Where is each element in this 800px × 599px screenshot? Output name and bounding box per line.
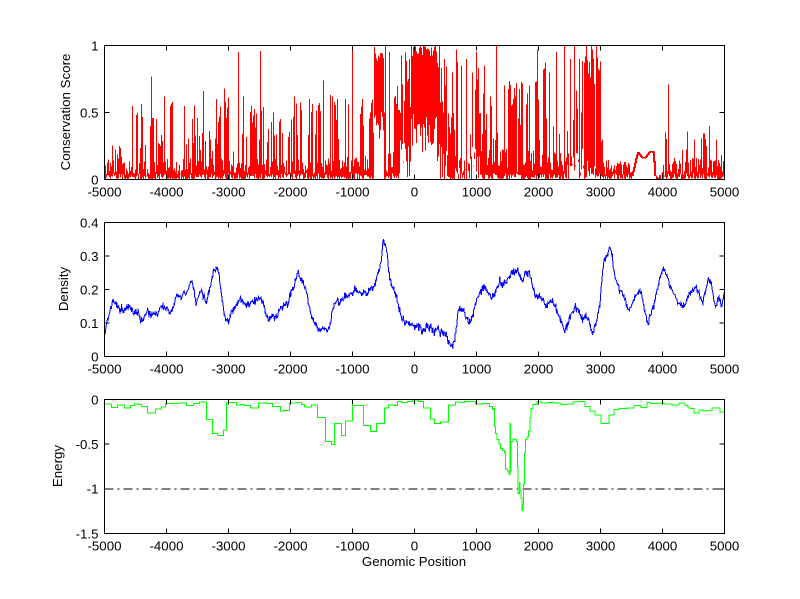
svg-text:-1000: -1000 xyxy=(335,185,369,200)
svg-text:-3000: -3000 xyxy=(211,362,245,377)
svg-text:-3000: -3000 xyxy=(211,185,245,200)
svg-text:0: 0 xyxy=(411,539,418,554)
svg-text:-5000: -5000 xyxy=(87,539,121,554)
svg-text:3000: 3000 xyxy=(586,185,616,200)
svg-text:4000: 4000 xyxy=(648,185,678,200)
svg-text:0.5: 0.5 xyxy=(80,105,99,120)
svg-text:-2000: -2000 xyxy=(273,362,307,377)
svg-text:0.2: 0.2 xyxy=(80,282,99,297)
svg-text:-4000: -4000 xyxy=(149,539,183,554)
svg-text:-1000: -1000 xyxy=(335,362,369,377)
svg-text:0: 0 xyxy=(91,392,98,407)
svg-text:0: 0 xyxy=(411,362,418,377)
svg-text:0: 0 xyxy=(411,185,418,200)
svg-text:-4000: -4000 xyxy=(149,185,183,200)
svg-text:2000: 2000 xyxy=(524,362,554,377)
svg-text:0: 0 xyxy=(91,349,98,364)
svg-text:-5000: -5000 xyxy=(87,362,121,377)
svg-text:4000: 4000 xyxy=(648,539,678,554)
svg-text:1000: 1000 xyxy=(462,539,492,554)
svg-text:Energy: Energy xyxy=(50,445,65,487)
svg-text:Conservation Score: Conservation Score xyxy=(58,54,73,171)
svg-text:3000: 3000 xyxy=(586,539,616,554)
svg-text:1000: 1000 xyxy=(462,362,492,377)
svg-text:Genomic Position: Genomic Position xyxy=(362,554,466,569)
svg-text:-3000: -3000 xyxy=(211,539,245,554)
svg-text:-5000: -5000 xyxy=(87,185,121,200)
svg-text:5000: 5000 xyxy=(710,539,740,554)
svg-text:5000: 5000 xyxy=(710,362,740,377)
svg-text:-1.5: -1.5 xyxy=(76,526,99,541)
svg-text:2000: 2000 xyxy=(524,185,554,200)
svg-text:3000: 3000 xyxy=(586,362,616,377)
svg-text:1000: 1000 xyxy=(462,185,492,200)
svg-text:2000: 2000 xyxy=(524,539,554,554)
svg-text:1: 1 xyxy=(91,38,98,53)
svg-text:5000: 5000 xyxy=(710,185,740,200)
svg-text:0.1: 0.1 xyxy=(80,316,99,331)
svg-text:-2000: -2000 xyxy=(273,185,307,200)
svg-text:0: 0 xyxy=(91,172,98,187)
svg-text:-0.5: -0.5 xyxy=(76,437,99,452)
svg-text:4000: 4000 xyxy=(648,362,678,377)
svg-text:0.3: 0.3 xyxy=(80,249,99,264)
svg-text:-1000: -1000 xyxy=(335,539,369,554)
svg-text:-4000: -4000 xyxy=(149,362,183,377)
svg-text:Density: Density xyxy=(56,266,71,311)
svg-text:0.4: 0.4 xyxy=(80,215,99,230)
svg-text:-1: -1 xyxy=(87,482,99,497)
svg-text:-2000: -2000 xyxy=(273,539,307,554)
